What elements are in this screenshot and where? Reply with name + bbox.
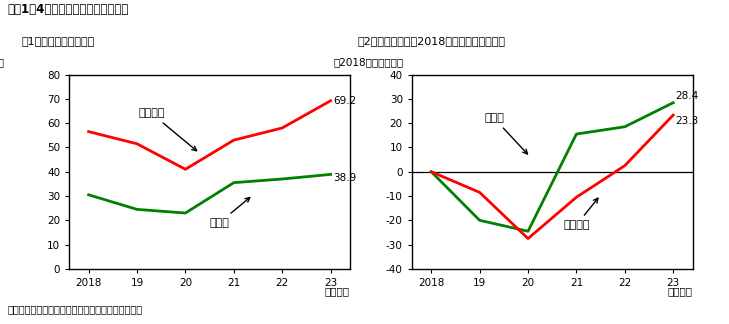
Text: （備考）財務省「法人企業統計季報」により作成。: （備考）財務省「法人企業統計季報」により作成。 [7,304,142,314]
Text: 製造業: 製造業 [209,198,250,228]
Text: 38.9: 38.9 [333,173,356,183]
Text: 非製造業: 非製造業 [139,109,197,151]
Text: （1）業種別の経常利益: （1）業種別の経常利益 [22,36,95,46]
Text: （2018年度比、％）: （2018年度比、％） [333,57,403,67]
Text: 製造業: 製造業 [484,113,528,154]
Text: 付図1－4　業種別の経常利益の水準: 付図1－4 業種別の経常利益の水準 [7,3,128,16]
Text: （年度）: （年度） [325,286,350,296]
Text: 23.3: 23.3 [676,116,699,126]
Text: （兆円）: （兆円） [0,57,4,67]
Text: 非製造業: 非製造業 [564,198,598,230]
Text: 28.4: 28.4 [676,91,699,101]
Text: （年度）: （年度） [668,286,693,296]
Text: （2）コロナ禍前（2018年度）比の経常利益: （2）コロナ禍前（2018年度）比の経常利益 [357,36,505,46]
Text: 69.2: 69.2 [333,96,356,106]
